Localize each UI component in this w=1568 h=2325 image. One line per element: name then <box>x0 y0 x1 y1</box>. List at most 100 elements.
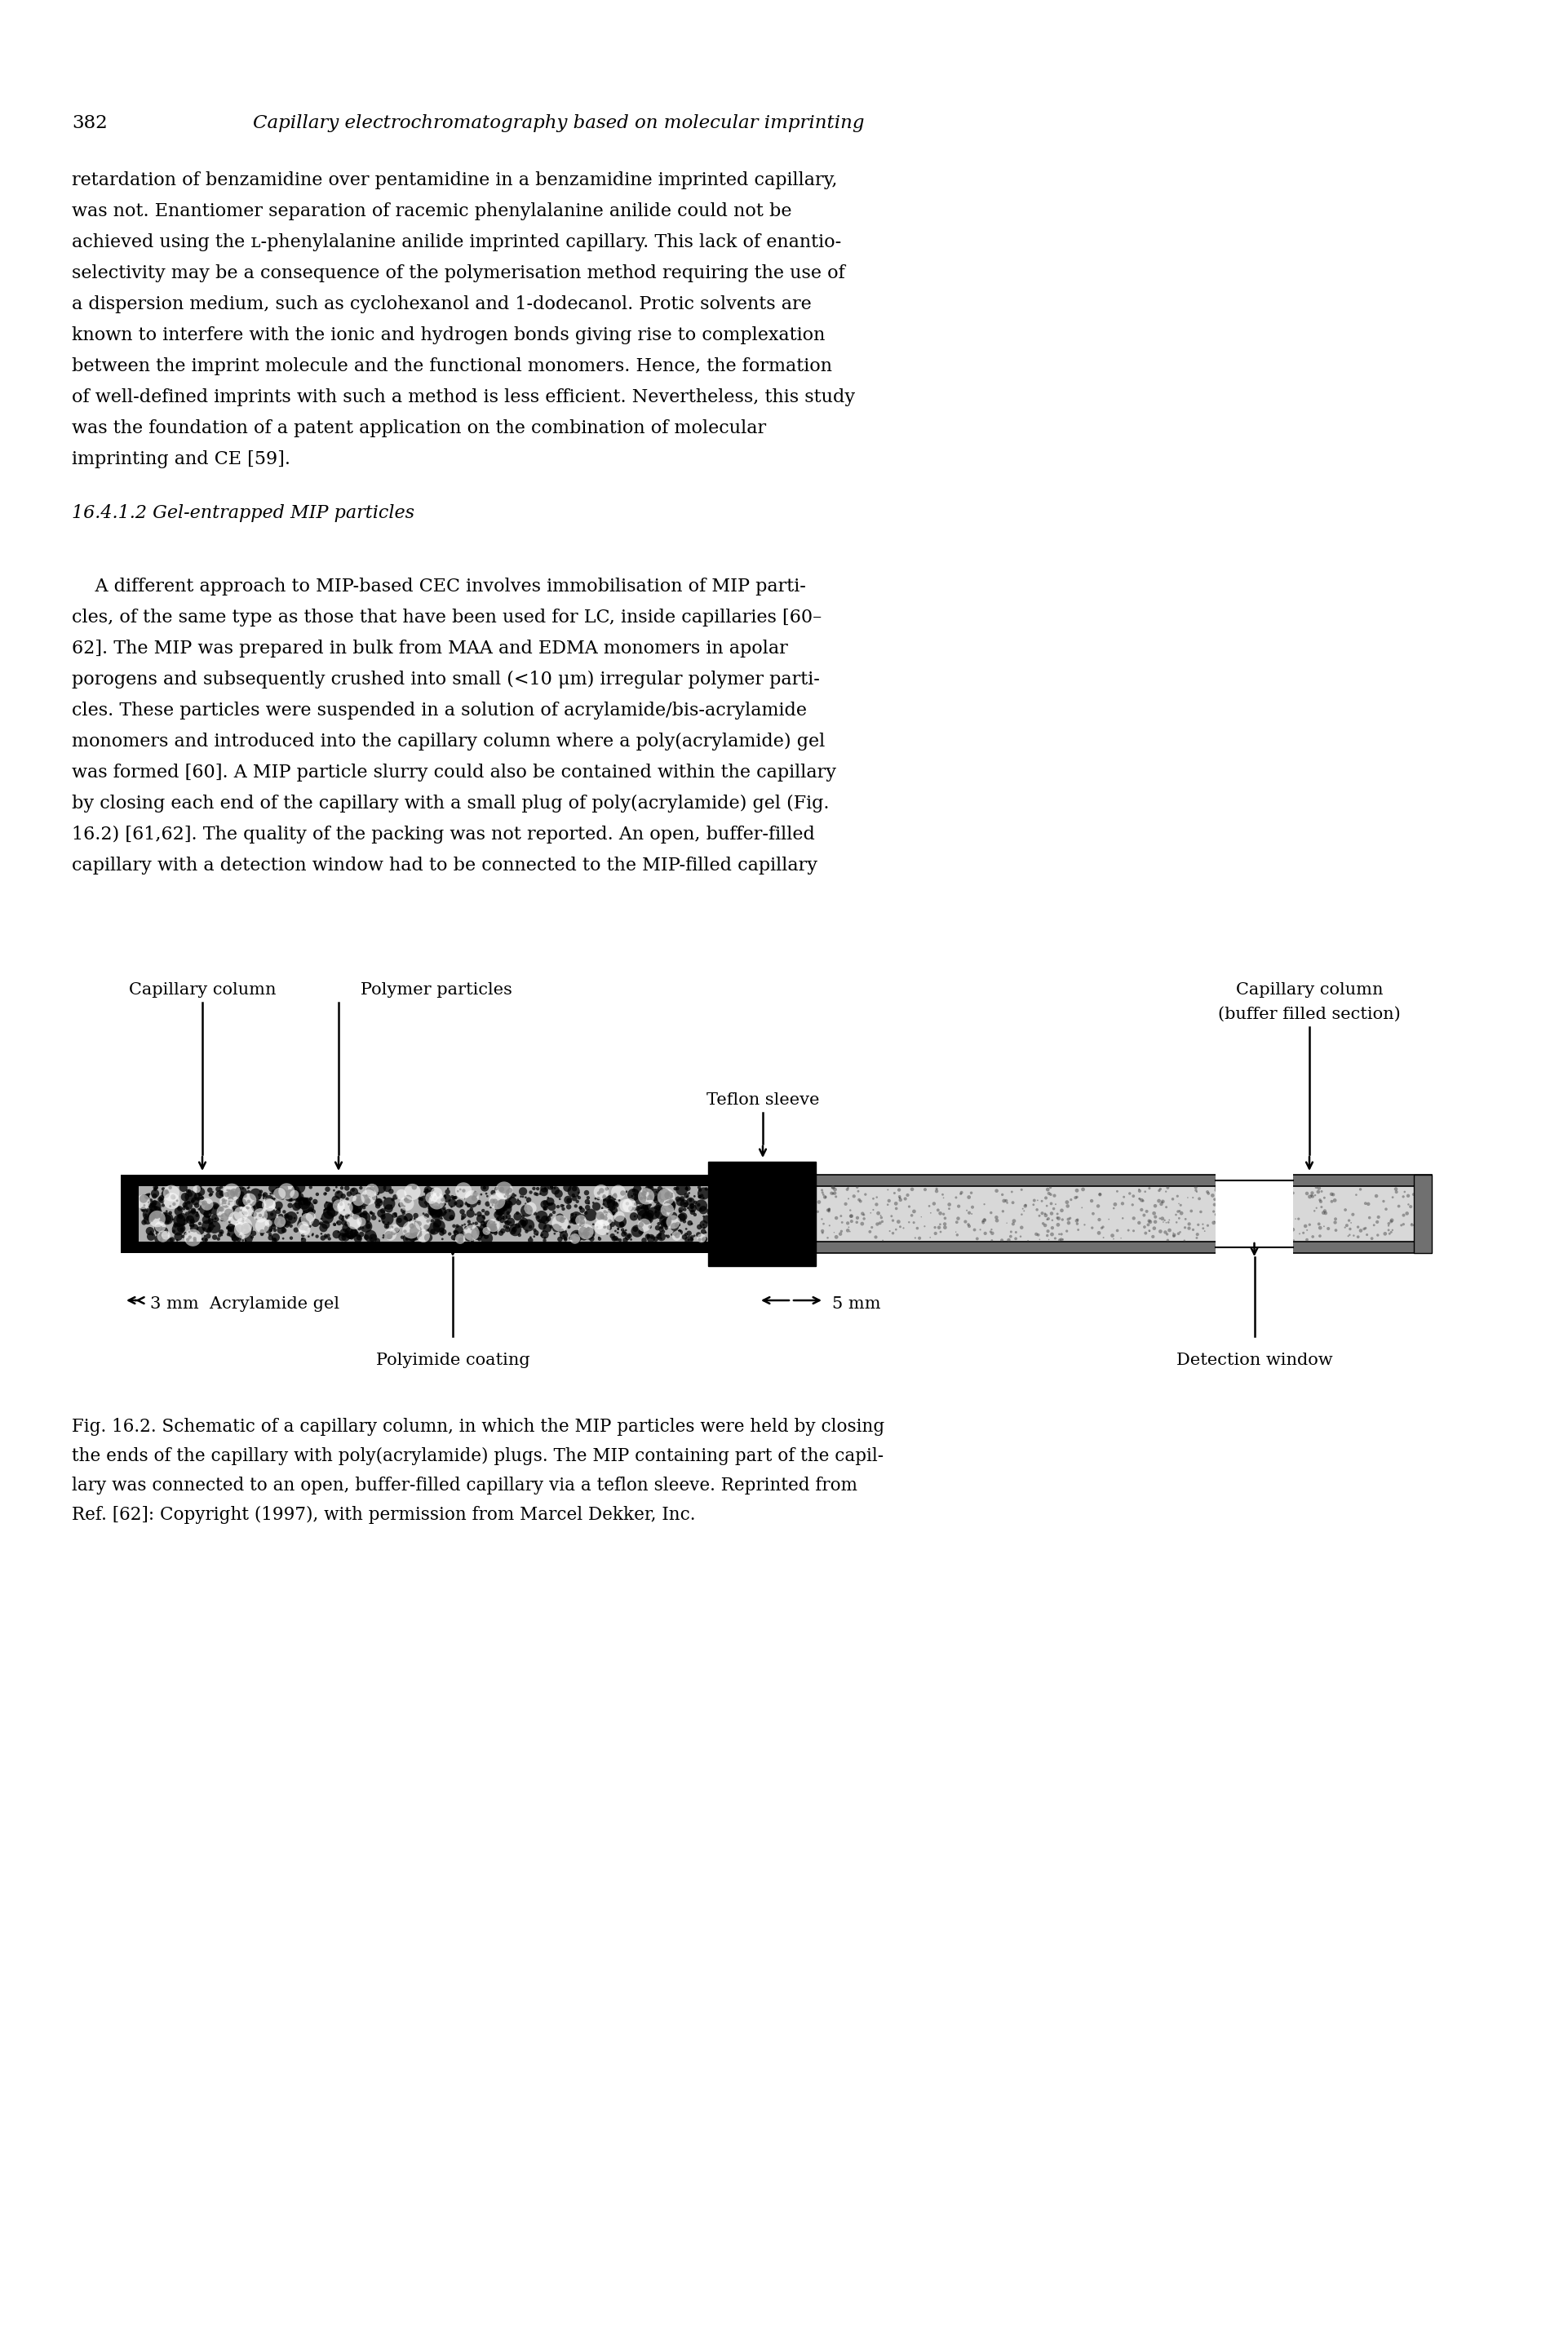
Point <box>492 1179 517 1216</box>
Point <box>448 1188 474 1225</box>
Point <box>1339 1204 1364 1242</box>
Point <box>177 1218 202 1256</box>
Point <box>1033 1197 1058 1235</box>
Point <box>795 1202 820 1239</box>
Point <box>1021 1186 1046 1223</box>
Point <box>130 1183 155 1221</box>
Point <box>516 1207 541 1244</box>
Point <box>1167 1193 1192 1230</box>
Point <box>180 1218 205 1256</box>
Point <box>180 1207 205 1244</box>
Point <box>314 1183 339 1221</box>
Point <box>693 1214 718 1251</box>
Point <box>517 1221 543 1258</box>
Point <box>1010 1209 1035 1246</box>
Point <box>439 1179 464 1216</box>
Point <box>597 1202 622 1239</box>
Point <box>527 1202 552 1239</box>
Point <box>348 1169 373 1207</box>
Point <box>687 1221 712 1258</box>
Point <box>463 1174 488 1211</box>
Point <box>903 1218 928 1256</box>
Point <box>177 1214 202 1251</box>
Point <box>517 1174 543 1211</box>
Point <box>356 1183 381 1221</box>
Point <box>226 1221 251 1258</box>
Point <box>209 1216 234 1253</box>
Point <box>304 1176 329 1214</box>
Point <box>376 1204 401 1242</box>
Point <box>687 1172 712 1209</box>
Point <box>246 1176 271 1214</box>
Point <box>230 1186 256 1223</box>
Point <box>666 1200 691 1237</box>
Point <box>605 1214 630 1251</box>
Point <box>1298 1176 1323 1214</box>
Point <box>693 1223 718 1260</box>
Point <box>679 1188 704 1225</box>
Point <box>140 1200 165 1237</box>
Text: was formed [60]. A MIP particle slurry could also be contained within the capill: was formed [60]. A MIP particle slurry c… <box>72 763 836 781</box>
Point <box>304 1218 329 1256</box>
Point <box>136 1183 162 1221</box>
Point <box>861 1181 886 1218</box>
Point <box>342 1174 367 1211</box>
Point <box>218 1202 243 1239</box>
Point <box>547 1209 572 1246</box>
Point <box>312 1190 337 1228</box>
Point <box>1345 1209 1370 1246</box>
Point <box>202 1218 227 1256</box>
Point <box>209 1214 234 1251</box>
Point <box>1204 1172 1229 1209</box>
Point <box>880 1197 905 1235</box>
Point <box>163 1207 188 1244</box>
Point <box>285 1174 310 1211</box>
Point <box>690 1176 715 1214</box>
Point <box>1038 1186 1063 1223</box>
Point <box>303 1183 328 1221</box>
Point <box>522 1174 547 1211</box>
Point <box>433 1179 458 1216</box>
Point <box>577 1216 602 1253</box>
Point <box>483 1216 508 1253</box>
Point <box>829 1214 855 1251</box>
Point <box>160 1179 185 1216</box>
Point <box>296 1218 321 1256</box>
Point <box>521 1169 546 1207</box>
Point <box>513 1179 538 1216</box>
Point <box>566 1216 591 1253</box>
Point <box>179 1207 204 1244</box>
Point <box>1079 1183 1104 1221</box>
Point <box>599 1202 624 1239</box>
Point <box>643 1188 668 1225</box>
Point <box>437 1200 463 1237</box>
Point <box>151 1218 176 1256</box>
Point <box>262 1223 287 1260</box>
Point <box>155 1200 180 1237</box>
Point <box>271 1211 296 1249</box>
Point <box>318 1188 343 1225</box>
Point <box>517 1190 543 1228</box>
Point <box>538 1183 563 1221</box>
Point <box>191 1183 216 1221</box>
Point <box>1004 1214 1029 1251</box>
Point <box>314 1190 339 1228</box>
Point <box>447 1211 472 1249</box>
Point <box>604 1211 629 1249</box>
Point <box>1085 1188 1110 1225</box>
Point <box>924 1169 949 1207</box>
Point <box>624 1169 649 1207</box>
Point <box>273 1172 298 1209</box>
Point <box>1030 1204 1055 1242</box>
Point <box>561 1181 586 1218</box>
Point <box>836 1204 861 1242</box>
Point <box>1406 1186 1432 1223</box>
Point <box>1262 1183 1287 1221</box>
Point <box>152 1176 177 1214</box>
Point <box>172 1179 198 1216</box>
Point <box>646 1204 671 1242</box>
Point <box>1333 1209 1358 1246</box>
Point <box>989 1221 1014 1258</box>
Point <box>1234 1190 1259 1228</box>
Point <box>495 1204 521 1242</box>
